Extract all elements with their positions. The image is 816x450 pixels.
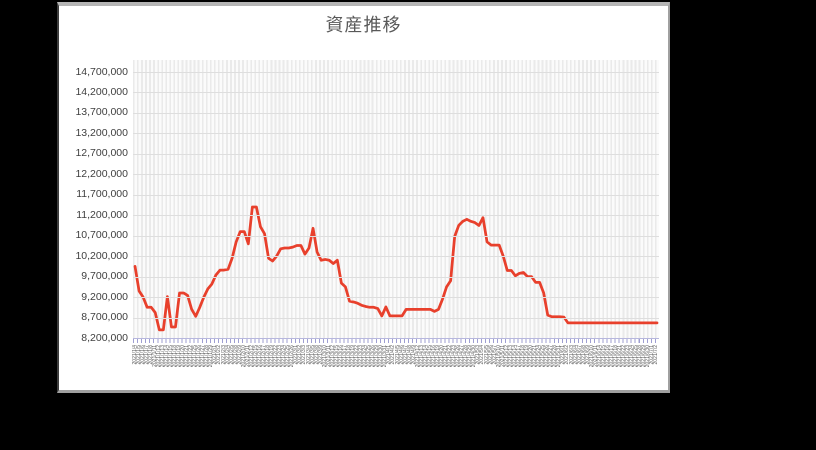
horizontal-gridline bbox=[133, 174, 659, 176]
horizontal-gridline bbox=[133, 297, 659, 299]
horizontal-gridline bbox=[133, 72, 659, 73]
x-axis-tick-label: 2021/7/2 bbox=[653, 345, 660, 365]
y-axis-tick-label: 14,200,000 bbox=[75, 85, 128, 98]
y-axis-tick-label: 10,700,000 bbox=[75, 229, 128, 242]
y-axis-tick-label: 12,200,000 bbox=[75, 167, 128, 180]
y-axis-tick-label: 14,700,000 bbox=[75, 65, 128, 78]
horizontal-gridline bbox=[133, 235, 659, 237]
horizontal-gridline bbox=[133, 133, 659, 135]
y-axis-tick-label: 9,200,000 bbox=[81, 290, 128, 303]
horizontal-gridline bbox=[133, 92, 659, 94]
x-axis-tick-band bbox=[133, 339, 659, 343]
y-axis-tick-label: 10,200,000 bbox=[75, 249, 128, 262]
series-svg bbox=[133, 205, 659, 332]
plot-area bbox=[133, 60, 659, 339]
y-axis-tick-label: 8,700,000 bbox=[81, 311, 128, 324]
value-axis-line bbox=[133, 338, 659, 339]
horizontal-gridline bbox=[133, 153, 659, 155]
y-axis-tick-label: 8,200,000 bbox=[81, 331, 128, 344]
y-axis-tick-label: 11,700,000 bbox=[76, 188, 128, 201]
horizontal-gridline bbox=[133, 112, 659, 114]
y-axis-tick-label: 13,200,000 bbox=[75, 126, 128, 139]
asset-series-line bbox=[133, 205, 659, 332]
horizontal-gridline bbox=[133, 317, 659, 319]
y-axis-tick-label: 12,700,000 bbox=[75, 147, 128, 160]
y-axis-tick-label: 13,700,000 bbox=[75, 106, 128, 119]
chart-title: 資産推移 bbox=[325, 15, 402, 35]
y-axis-tick-label: 9,700,000 bbox=[81, 270, 128, 283]
horizontal-gridline bbox=[133, 215, 659, 217]
horizontal-gridline bbox=[133, 194, 659, 196]
horizontal-gridline bbox=[133, 256, 659, 258]
horizontal-gridline bbox=[133, 276, 659, 278]
y-axis-tick-label: 11,200,000 bbox=[76, 208, 128, 221]
